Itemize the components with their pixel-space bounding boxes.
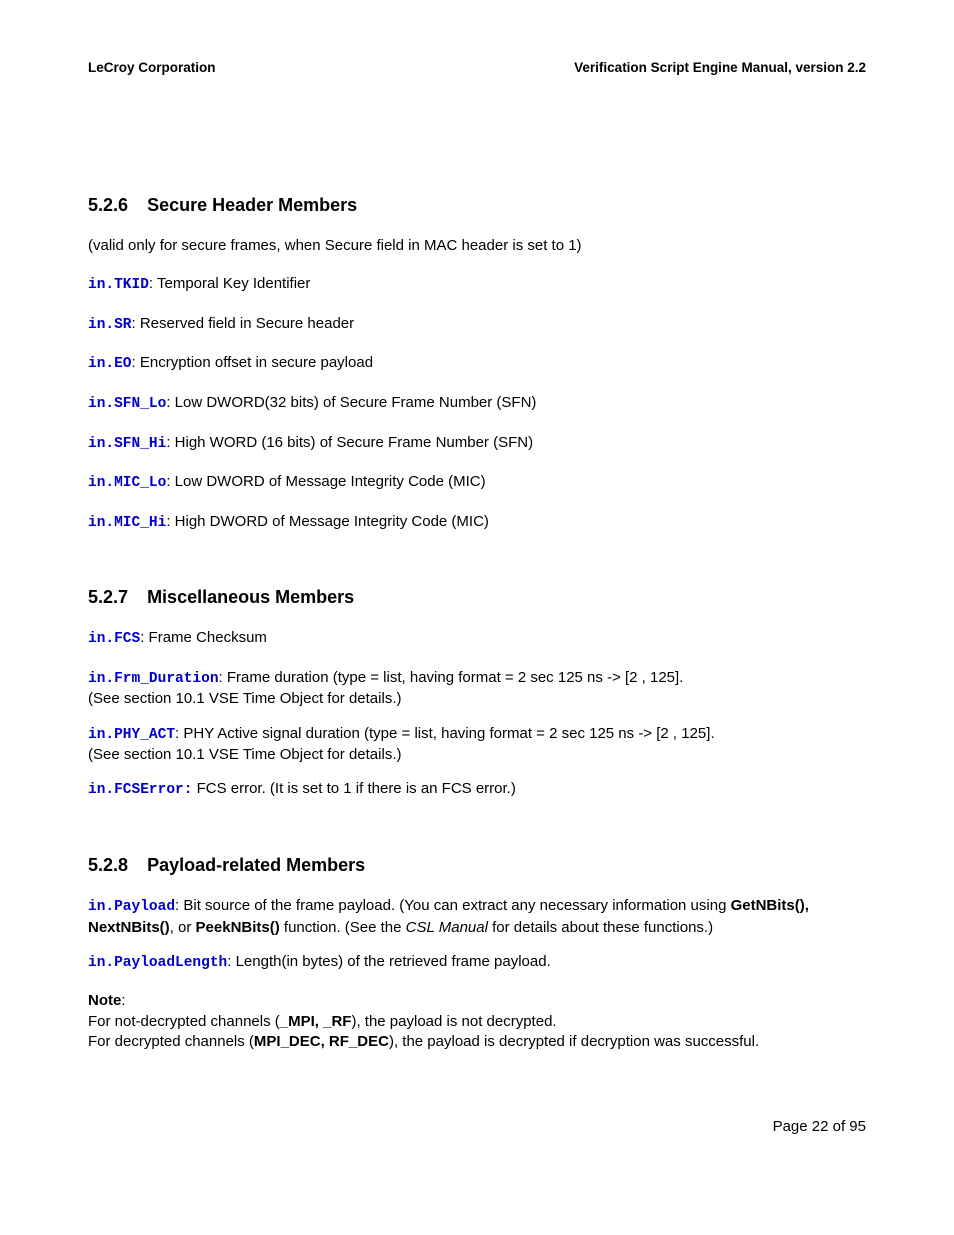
member-eo: in.EO: Encryption offset in secure paylo… [88, 353, 866, 375]
note-line: ), the payload is not decrypted. [351, 1013, 556, 1030]
member-phy-act: in.PHY_ACT: PHY Active signal duration (… [88, 724, 866, 766]
section-heading-5-2-6: 5.2.6 Secure Header Members [88, 195, 866, 216]
member-sr: in.SR: Reserved field in Secure header [88, 314, 866, 336]
header-left: LeCroy Corporation [88, 60, 216, 75]
member-code: in.Payload [88, 899, 175, 915]
note-line: For decrypted channels ( [88, 1033, 254, 1050]
section-heading-5-2-8: 5.2.8 Payload-related Members [88, 855, 866, 876]
member-code: in.PayloadLength [88, 955, 227, 971]
member-desc: : Temporal Key Identifier [149, 275, 310, 292]
member-mic-lo: in.MIC_Lo: Low DWORD of Message Integrit… [88, 472, 866, 494]
member-code: in.PHY_ACT [88, 727, 175, 743]
heading-title: Payload-related Members [147, 855, 365, 875]
member-code: in.FCSError: [88, 782, 192, 798]
member-desc: : Frame Checksum [140, 629, 267, 646]
member-code: in.SR [88, 317, 132, 333]
member-desc: , or [170, 919, 196, 936]
heading-number: 5.2.7 [88, 587, 128, 608]
member-desc: : Bit source of the frame payload. (You … [175, 897, 731, 914]
note-block: Note: For not-decrypted channels (_MPI, … [88, 991, 866, 1052]
note-colon: : [121, 992, 125, 1009]
member-code: in.FCS [88, 631, 140, 647]
section-heading-5-2-7: 5.2.7 Miscellaneous Members [88, 587, 866, 608]
member-desc-cont: (See section 10.1 VSE Time Object for de… [88, 746, 401, 763]
note-line: ), the payload is decrypted if decryptio… [389, 1033, 759, 1050]
note-label: Note [88, 992, 121, 1009]
member-tkid: in.TKID: Temporal Key Identifier [88, 274, 866, 296]
member-desc: : High DWORD of Message Integrity Code (… [166, 513, 489, 530]
member-code: in.MIC_Hi [88, 515, 166, 531]
member-desc: : Low DWORD of Message Integrity Code (M… [166, 473, 485, 490]
member-code: in.EO [88, 356, 132, 372]
member-frm-duration: in.Frm_Duration: Frame duration (type = … [88, 668, 866, 710]
section-intro: (valid only for secure frames, when Secu… [88, 236, 866, 256]
member-desc-cont: (See section 10.1 VSE Time Object for de… [88, 690, 401, 707]
page-header: LeCroy Corporation Verification Script E… [88, 60, 866, 75]
heading-title: Miscellaneous Members [147, 587, 354, 607]
member-desc: : Low DWORD(32 bits) of Secure Frame Num… [166, 394, 536, 411]
member-code: in.MIC_Lo [88, 475, 166, 491]
member-payload-length: in.PayloadLength: Length(in bytes) of th… [88, 952, 866, 974]
member-sfn-lo: in.SFN_Lo: Low DWORD(32 bits) of Secure … [88, 393, 866, 415]
document-page: LeCroy Corporation Verification Script E… [0, 0, 954, 1235]
member-desc: : Reserved field in Secure header [132, 315, 355, 332]
heading-number: 5.2.6 [88, 195, 128, 216]
manual-ref: CSL Manual [406, 919, 488, 936]
member-desc: FCS error. (It is set to 1 if there is a… [192, 780, 515, 797]
channel-name: _MPI, _RF [280, 1013, 352, 1030]
page-footer: Page 22 of 95 [773, 1118, 866, 1135]
member-sfn-hi: in.SFN_Hi: High WORD (16 bits) of Secure… [88, 433, 866, 455]
member-code: in.SFN_Lo [88, 396, 166, 412]
member-desc: : Length(in bytes) of the retrieved fram… [227, 953, 551, 970]
heading-title: Secure Header Members [147, 195, 357, 215]
member-code: in.Frm_Duration [88, 671, 219, 687]
member-desc: : Encryption offset in secure payload [132, 354, 374, 371]
func-name: PeekNBits() [196, 919, 280, 936]
member-desc: : Frame duration (type = list, having fo… [219, 669, 684, 686]
member-fcs-error: in.FCSError: FCS error. (It is set to 1 … [88, 779, 866, 801]
channel-name: MPI_DEC, RF_DEC [254, 1033, 389, 1050]
heading-number: 5.2.8 [88, 855, 128, 876]
member-desc: function. (See the [280, 919, 406, 936]
note-line: For not-decrypted channels ( [88, 1013, 280, 1030]
member-code: in.SFN_Hi [88, 436, 166, 452]
member-desc: : PHY Active signal duration (type = lis… [175, 725, 715, 742]
member-code: in.TKID [88, 277, 149, 293]
member-fcs: in.FCS: Frame Checksum [88, 628, 866, 650]
member-payload: in.Payload: Bit source of the frame payl… [88, 896, 866, 938]
member-desc: : High WORD (16 bits) of Secure Frame Nu… [166, 434, 533, 451]
member-mic-hi: in.MIC_Hi: High DWORD of Message Integri… [88, 512, 866, 534]
header-right: Verification Script Engine Manual, versi… [574, 60, 866, 75]
member-desc: for details about these functions.) [488, 919, 713, 936]
